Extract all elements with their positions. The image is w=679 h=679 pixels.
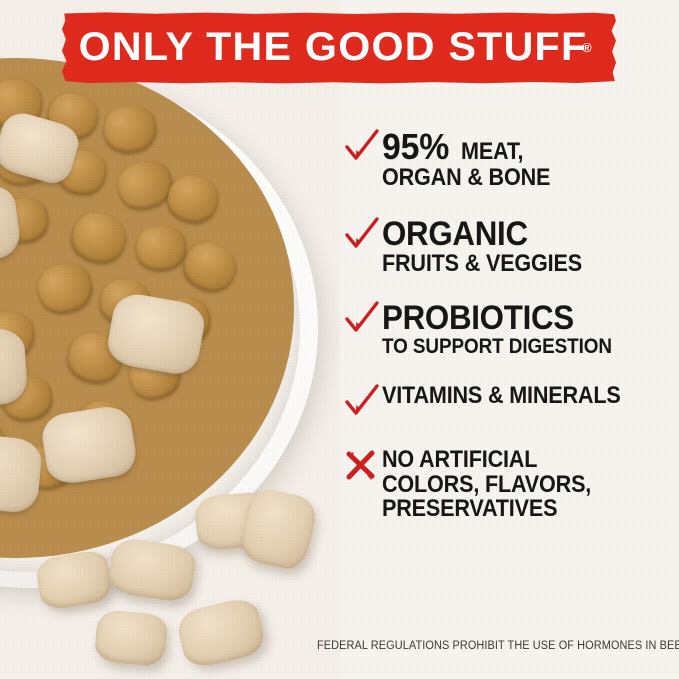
list-item-text: 95% MEAT, ORGAN & BONE: [382, 128, 674, 190]
feature-headline: 95%: [382, 126, 450, 167]
feature-headline: VITAMINS & MINERALS: [382, 382, 621, 410]
footnote-disclaimer: FEDERAL REGULATIONS PROHIBIT THE USE OF …: [317, 640, 679, 652]
feature-list: 95% MEAT, ORGAN & BONE ORGANIC FRUITS & …: [344, 128, 674, 544]
feature-subline: PRESERVATIVES: [382, 495, 558, 523]
list-item-text: NO ARTIFICIAL COLORS, FLAVORS, PRESERVAT…: [382, 447, 674, 521]
list-item: NO ARTIFICIAL COLORS, FLAVORS, PRESERVAT…: [344, 447, 674, 521]
list-item-text: PROBIOTICS TO SUPPORT DIGESTION: [382, 300, 674, 357]
feature-subline: ORGAN & BONE: [382, 163, 551, 191]
feature-subline: TO SUPPORT DIGESTION: [382, 335, 612, 358]
product-photo: [0, 58, 319, 672]
headline-banner: ONLY THE GOOD STUFF ®: [62, 12, 616, 84]
check-icon: [344, 300, 380, 338]
page-title: ONLY THE GOOD STUFF: [78, 25, 588, 69]
feature-headline: PROBIOTICS: [382, 299, 574, 338]
feature-subline: FRUITS & VEGGIES: [382, 249, 582, 277]
list-item: ORGANIC FRUITS & VEGGIES: [344, 216, 674, 276]
list-item-text: VITAMINS & MINERALS: [382, 383, 674, 408]
list-item: VITAMINS & MINERALS: [344, 383, 674, 421]
list-item: 95% MEAT, ORGAN & BONE: [344, 128, 674, 190]
check-icon: [344, 216, 380, 254]
feature-subline: COLORS, FLAVORS,: [382, 470, 592, 498]
feature-subline-inline: MEAT,: [461, 138, 524, 165]
check-icon: [344, 383, 380, 421]
feature-headline: ORGANIC: [382, 215, 528, 254]
feature-headline: NO ARTIFICIAL: [382, 446, 538, 474]
list-item-text: ORGANIC FRUITS & VEGGIES: [382, 216, 674, 276]
list-item: PROBIOTICS TO SUPPORT DIGESTION: [344, 300, 674, 357]
loose-meat-chunk: [93, 609, 169, 667]
cross-icon: [344, 447, 380, 485]
check-icon: [344, 128, 380, 166]
registered-trademark-icon: ®: [582, 39, 592, 55]
